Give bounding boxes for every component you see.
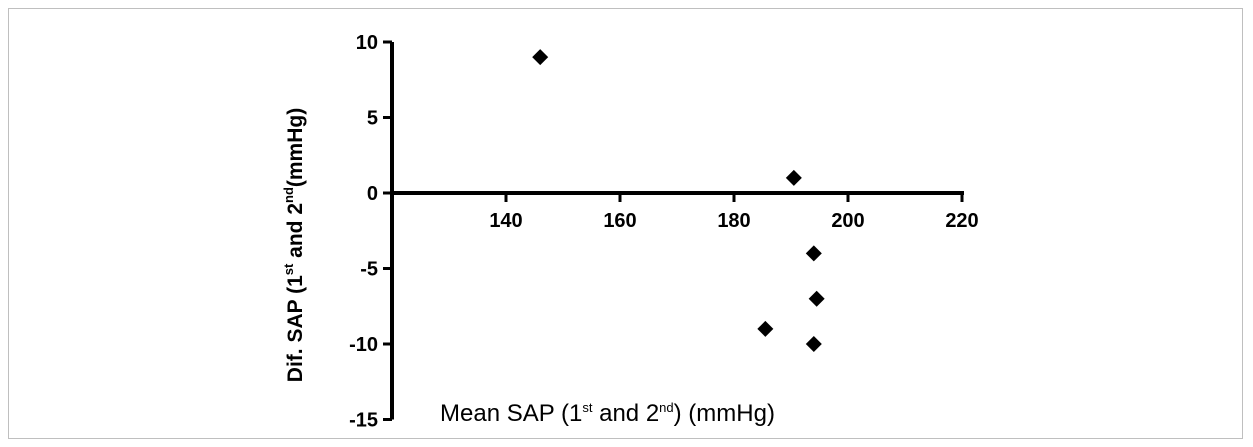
x-tick-label: 160 (603, 210, 636, 232)
x-tick-label: 140 (489, 210, 522, 232)
figure-frame (8, 8, 1243, 439)
x-tick-label: 180 (717, 210, 750, 232)
data-point (808, 290, 825, 307)
y-tick-label: -15 (349, 410, 378, 432)
y-tick-label: -10 (349, 334, 378, 356)
axes: 10 5 0 -5 -10 -15 140 160 180 200 220 (349, 32, 979, 432)
axis-title-text: and 2 (592, 400, 659, 427)
y-tick-label: -5 (360, 259, 378, 281)
superscript: nd (659, 400, 673, 415)
data-point (805, 336, 822, 352)
superscript: st (281, 263, 296, 275)
data-point (757, 320, 774, 337)
x-tick-label: 220 (945, 210, 978, 232)
data-point (805, 245, 822, 262)
superscript: nd (281, 187, 296, 203)
y-tick-label: 0 (367, 183, 378, 205)
y-tick-label: 5 (367, 108, 378, 130)
axis-title-text: Dif. SAP (1 (284, 275, 307, 382)
superscript: st (582, 400, 593, 415)
axis-title-text: and 2 (284, 203, 307, 264)
data-point (532, 49, 549, 66)
axis-title-text: Mean SAP (1 (440, 400, 582, 427)
x-axis-title: Mean SAP (1st and 2nd) (mmHg) (440, 400, 775, 427)
x-tick-label: 200 (831, 210, 864, 232)
data-points (532, 49, 825, 352)
y-axis-title: Dif. SAP (1st and 2nd(mmHg) (281, 108, 307, 382)
data-point (785, 169, 802, 186)
axis-title-text: ) (mmHg) (674, 400, 775, 427)
axis-title-text: (mmHg) (284, 108, 307, 187)
y-tick-label: 10 (356, 32, 378, 54)
